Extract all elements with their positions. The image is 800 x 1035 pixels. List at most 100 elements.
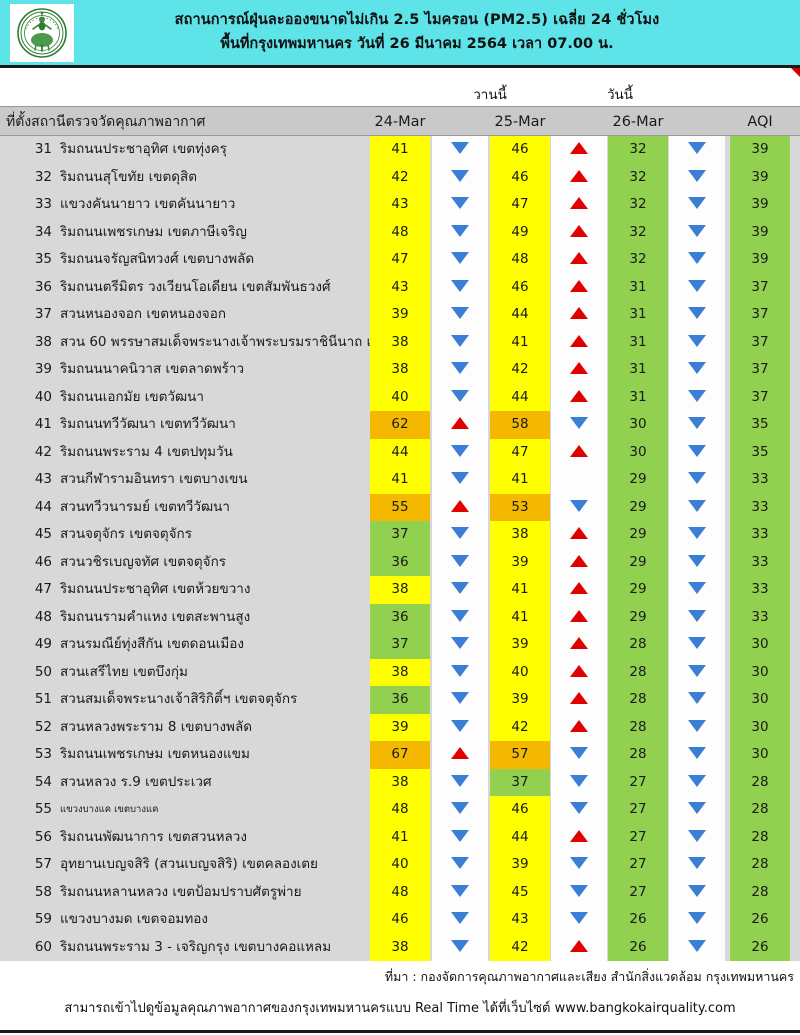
table-row: 37 สวนหนองจอก เขตหนองจอก 39 44 31 37 bbox=[0, 301, 800, 329]
station-name: สวนเสรีไทย เขตบึงกุ่ม bbox=[60, 663, 188, 680]
trend-cell-25-to-26 bbox=[551, 823, 607, 851]
trend-down-icon bbox=[688, 719, 706, 732]
trend-cell-25-to-26 bbox=[551, 548, 607, 576]
aqi-value: 37 bbox=[730, 273, 790, 301]
pm25-value-24mar: 55 bbox=[370, 493, 430, 521]
trend-down-icon bbox=[688, 609, 706, 622]
trend-cell-25-to-26 bbox=[551, 328, 607, 356]
trend-cell-24-to-25 bbox=[432, 383, 488, 411]
trend-down-icon bbox=[570, 747, 588, 759]
trend-cell-25-to-26 bbox=[551, 246, 607, 274]
trend-up-icon bbox=[570, 527, 588, 539]
trend-down-icon bbox=[451, 389, 469, 402]
trend-down-icon bbox=[451, 692, 469, 704]
footer-website-text: สามารถเข้าไปดูข้อมูลคุณภาพอากาศของกรุงเท… bbox=[64, 1001, 736, 1016]
trend-up-icon bbox=[570, 609, 588, 622]
pm25-value-26mar: 27 bbox=[608, 851, 668, 879]
trend-down-icon bbox=[451, 279, 469, 292]
trend-cell-aqi bbox=[669, 493, 725, 521]
pm25-value-24mar: 37 bbox=[370, 521, 430, 549]
station-name: ริมถนนพัฒนาการ เขตสวนหลวง bbox=[60, 828, 247, 845]
column-header-24mar: 24-Mar bbox=[374, 114, 426, 130]
trend-cell-24-to-25 bbox=[432, 521, 488, 549]
pm25-value-26mar: 26 bbox=[608, 906, 668, 934]
trend-cell-aqi bbox=[669, 466, 725, 494]
trend-cell-aqi bbox=[669, 356, 725, 384]
pm25-value-24mar: 36 bbox=[370, 686, 430, 714]
pm25-value-24mar: 40 bbox=[370, 383, 430, 411]
trend-down-icon bbox=[688, 692, 706, 704]
pm25-value-25mar: 39 bbox=[490, 631, 550, 659]
row-index: 31 bbox=[34, 141, 52, 157]
pm25-value-26mar: 32 bbox=[608, 218, 668, 246]
trend-down-icon bbox=[688, 362, 706, 374]
station-name: อุทยานเบญจสิริ (สวนเบญจสิริ) เขตคลองเตย bbox=[60, 856, 318, 872]
corner-marker-icon bbox=[791, 68, 800, 77]
report-footer: ที่มา : กองจัดการคุณภาพอากาศและเสียง สำน… bbox=[0, 961, 800, 1033]
pm25-value-25mar: 58 bbox=[490, 411, 550, 439]
pm25-value-24mar: 46 bbox=[370, 906, 430, 934]
trend-down-icon bbox=[451, 609, 469, 622]
day-label-today: วันนี้ bbox=[606, 87, 634, 103]
row-index: 45 bbox=[34, 526, 52, 542]
pm25-value-24mar: 38 bbox=[370, 933, 430, 961]
aqi-value: 33 bbox=[730, 493, 790, 521]
trend-down-icon bbox=[688, 582, 706, 594]
station-name: สวนจตุจักร เขตจตุจักร bbox=[60, 526, 192, 542]
station-name: ริมถนนรามคำแหง เขตสะพานสูง bbox=[60, 608, 251, 625]
trend-up-icon bbox=[451, 417, 469, 429]
trend-cell-24-to-25 bbox=[432, 713, 488, 741]
row-index: 49 bbox=[34, 636, 52, 652]
trend-down-icon bbox=[451, 142, 469, 154]
pm25-value-25mar: 44 bbox=[490, 823, 550, 851]
trend-cell-24-to-25 bbox=[432, 411, 488, 439]
day-label-yesterday: วานนี้ bbox=[473, 87, 507, 103]
pm25-value-24mar: 38 bbox=[370, 658, 430, 686]
trend-up-icon bbox=[451, 747, 469, 759]
table-row: 58 ริมถนนหลานหลวง เขตป้อมปราบศัตรูพ่าย 48 4… bbox=[0, 878, 800, 906]
row-index: 54 bbox=[34, 773, 52, 790]
trend-cell-25-to-26 bbox=[551, 191, 607, 219]
trend-cell-aqi bbox=[669, 603, 725, 631]
table-row: 55 แขวงบางแค เขตบางแค 48 46 27 28 bbox=[0, 796, 800, 824]
trend-cell-24-to-25 bbox=[432, 191, 488, 219]
pm25-value-25mar: 41 bbox=[490, 328, 550, 356]
aqi-value: 33 bbox=[730, 548, 790, 576]
trend-down-icon bbox=[451, 582, 469, 594]
trend-down-icon bbox=[688, 197, 706, 209]
pm25-value-26mar: 31 bbox=[608, 328, 668, 356]
aqi-value: 28 bbox=[730, 878, 790, 906]
trend-cell-aqi bbox=[669, 191, 725, 219]
trend-cell-25-to-26 bbox=[551, 466, 607, 494]
row-index: 35 bbox=[34, 251, 52, 267]
row-index: 55 bbox=[34, 801, 52, 817]
trend-cell-25-to-26 bbox=[551, 658, 607, 686]
pm25-value-24mar: 38 bbox=[370, 356, 430, 384]
trend-down-icon bbox=[570, 912, 588, 924]
pm25-value-26mar: 29 bbox=[608, 576, 668, 604]
aqi-value: 37 bbox=[730, 328, 790, 356]
aqi-value: 30 bbox=[730, 713, 790, 741]
table-row: 38 สวน 60 พรรษาสมเด็จพระนางเจ้าพระบรมราชิ… bbox=[0, 328, 800, 356]
aqi-value: 35 bbox=[730, 438, 790, 466]
station-name: ริมถนนจรัญสนิทวงศ์ เขตบางพลัด bbox=[60, 251, 255, 267]
pm25-value-24mar: 38 bbox=[370, 328, 430, 356]
aqi-value: 37 bbox=[730, 383, 790, 411]
aqi-value: 33 bbox=[730, 521, 790, 549]
table-row: 32 ริมถนนสุโขทัย เขตดุสิต 42 46 32 39 bbox=[0, 163, 800, 191]
table-row: 60 ริมถนนพระราม 3 - เจริญกรุง เขตบางคอแหล… bbox=[0, 933, 800, 961]
pm25-value-24mar: 41 bbox=[370, 823, 430, 851]
pm25-value-26mar: 29 bbox=[608, 466, 668, 494]
pm25-value-25mar: 41 bbox=[490, 466, 550, 494]
trend-cell-24-to-25 bbox=[432, 356, 488, 384]
pm25-value-25mar: 42 bbox=[490, 356, 550, 384]
trend-up-icon bbox=[570, 252, 588, 264]
trend-cell-aqi bbox=[669, 631, 725, 659]
trend-cell-aqi bbox=[669, 438, 725, 466]
trend-cell-aqi bbox=[669, 521, 725, 549]
trend-down-icon bbox=[451, 637, 469, 649]
trend-down-icon bbox=[570, 884, 588, 897]
bma-seal-logo bbox=[10, 3, 74, 62]
pm25-value-24mar: 39 bbox=[370, 301, 430, 329]
